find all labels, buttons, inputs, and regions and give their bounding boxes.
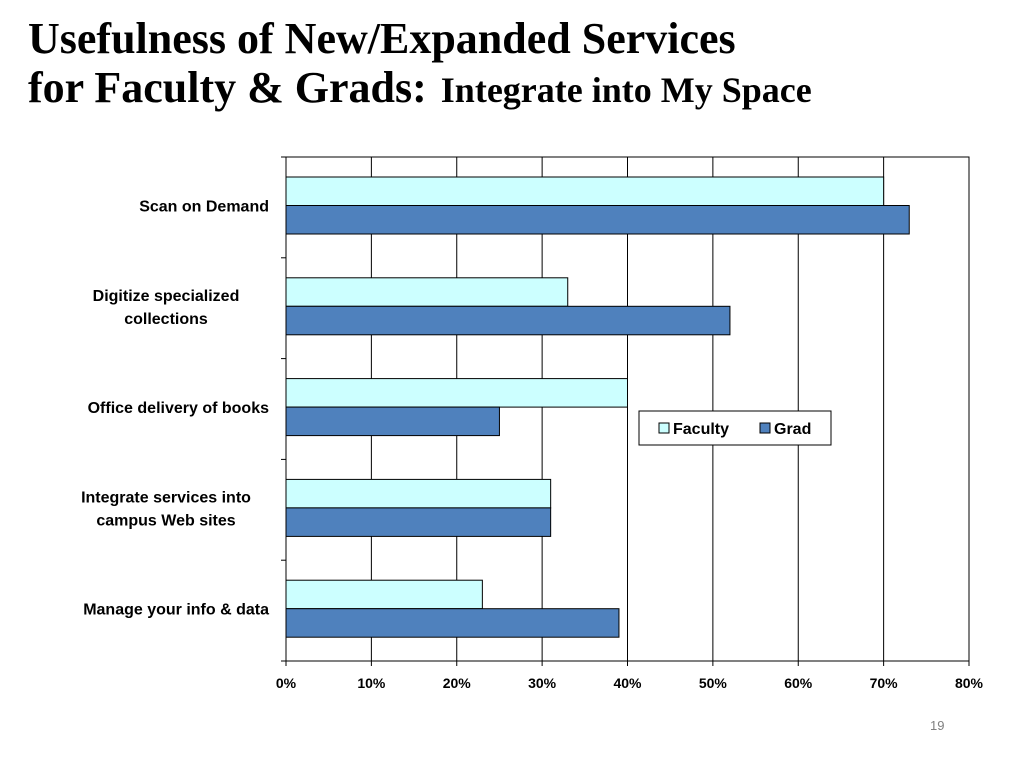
x-tick-label: 40%	[613, 675, 642, 691]
category-label: Integrate services into campus Web sites	[81, 489, 251, 529]
legend-label: Grad	[774, 421, 811, 438]
x-tick-label: 70%	[870, 675, 899, 691]
category-label-line: collections	[124, 311, 208, 328]
title-line-1: Usefulness of New/Expanded Services	[28, 14, 736, 63]
title-line-2-main: for Faculty & Grads:	[28, 63, 427, 113]
bar-faculty	[285, 378, 628, 408]
category-label-line: Digitize specialized	[93, 288, 240, 305]
category-label-line: campus Web sites	[96, 512, 235, 529]
category-label-line: Office delivery of books	[88, 400, 269, 417]
x-tick-label: 50%	[699, 675, 728, 691]
category-label-line: Manage your info & data	[83, 602, 269, 619]
legend-box	[638, 410, 832, 446]
title-line-2: for Faculty & Grads: Integrate into My Sp…	[28, 63, 812, 112]
bar-grad	[285, 406, 500, 437]
bar-grad	[285, 507, 552, 537]
legend-swatch-faculty	[658, 422, 670, 434]
bar-faculty	[285, 277, 569, 307]
bar-faculty	[285, 579, 483, 610]
bar-grad	[285, 305, 731, 336]
category-label: Scan on Demand	[139, 199, 269, 216]
category-label-line: Scan on Demand	[139, 199, 269, 216]
x-tick-label: 20%	[443, 675, 472, 691]
bar-grad	[285, 205, 910, 235]
legend: Faculty Grad	[638, 410, 832, 446]
legend-label: Faculty	[673, 421, 729, 438]
category-label: Office delivery of books	[88, 400, 269, 417]
category-label-line: Integrate services into	[81, 489, 251, 506]
bar-grad	[285, 608, 620, 638]
slide-title: Usefulness of New/Expanded Services for …	[28, 14, 812, 113]
page-number: 19	[930, 718, 945, 733]
legend-swatch-grad	[759, 422, 771, 434]
x-tick-label: 10%	[357, 675, 386, 691]
x-tick-label: 30%	[528, 675, 557, 691]
category-label: Manage your info & data	[83, 602, 269, 619]
x-tick-label: 0%	[276, 675, 297, 691]
bar-faculty	[285, 176, 885, 206]
x-tick-label: 60%	[784, 675, 813, 691]
title-line-2-subtitle: Integrate into My Space	[440, 70, 812, 111]
category-label: Digitize specialized collections	[93, 288, 240, 328]
bar-faculty	[285, 478, 552, 509]
x-tick-label: 80%	[955, 675, 984, 691]
